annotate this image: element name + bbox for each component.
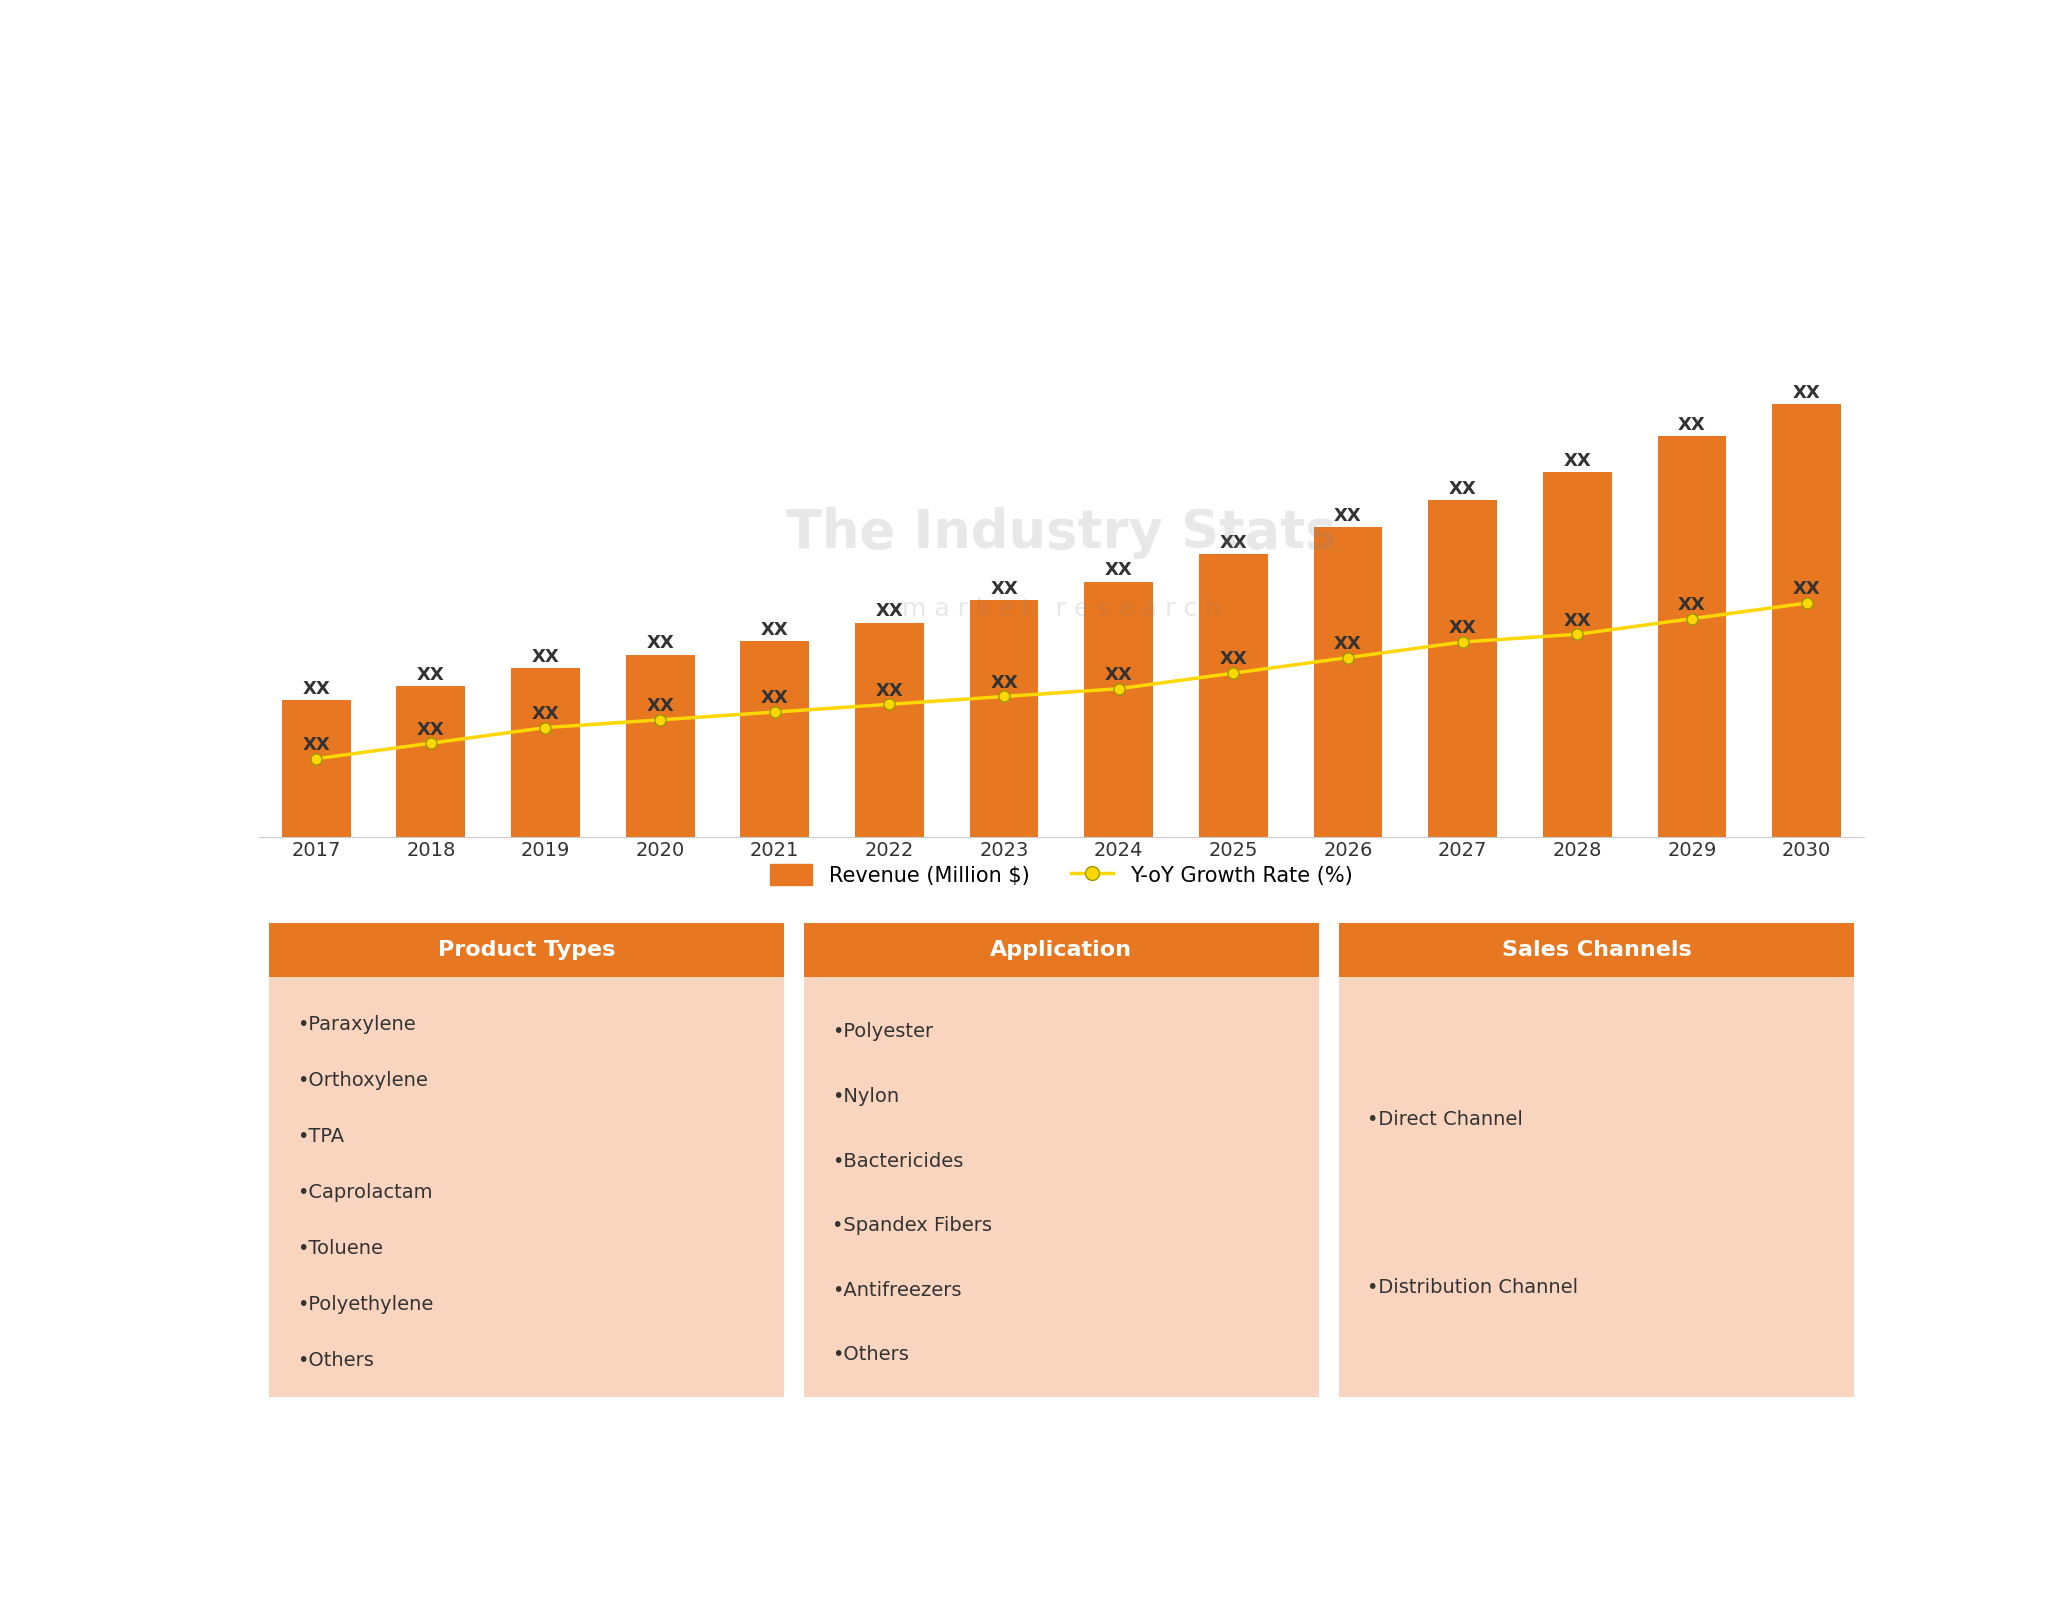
Text: Product Types: Product Types xyxy=(437,940,615,960)
Text: XX: XX xyxy=(1104,561,1133,579)
Text: •Others: •Others xyxy=(298,1350,375,1370)
Text: XX: XX xyxy=(1793,580,1820,598)
Text: XX: XX xyxy=(1678,597,1707,614)
Text: Fig. Global Fiber Intermediates Market Status and Outlook: Fig. Global Fiber Intermediates Market S… xyxy=(290,209,1301,238)
FancyBboxPatch shape xyxy=(1338,977,1854,1397)
Text: •Toluene: •Toluene xyxy=(298,1238,383,1258)
Text: XX: XX xyxy=(532,705,559,723)
Text: •Distribution Channel: •Distribution Channel xyxy=(1367,1279,1578,1297)
Text: •Antifreezers: •Antifreezers xyxy=(833,1281,961,1300)
Text: •Nylon: •Nylon xyxy=(833,1088,899,1106)
Text: XX: XX xyxy=(302,736,329,754)
Text: XX: XX xyxy=(646,697,673,715)
Bar xyxy=(282,700,350,836)
Text: •Orthoxylene: •Orthoxylene xyxy=(298,1071,429,1091)
Bar xyxy=(1543,472,1611,836)
Text: XX: XX xyxy=(760,621,789,639)
Text: XX: XX xyxy=(1678,417,1707,434)
Text: Sales Channels: Sales Channels xyxy=(1501,940,1692,960)
Text: Email: sales@theindustrystats.com: Email: sales@theindustrystats.com xyxy=(884,1415,1238,1433)
Text: m a r k e t   r e s e a r c h: m a r k e t r e s e a r c h xyxy=(901,597,1222,621)
Text: XX: XX xyxy=(1334,635,1363,653)
Text: •TPA: •TPA xyxy=(298,1127,344,1146)
FancyBboxPatch shape xyxy=(269,922,785,977)
Text: XX: XX xyxy=(416,720,445,739)
Bar xyxy=(969,600,1038,836)
Text: XX: XX xyxy=(876,603,903,621)
Bar xyxy=(625,655,694,836)
Text: XX: XX xyxy=(532,648,559,666)
Bar xyxy=(1429,499,1497,836)
Text: XX: XX xyxy=(990,580,1019,598)
Text: XX: XX xyxy=(1793,384,1820,402)
Bar xyxy=(1199,554,1267,836)
Text: XX: XX xyxy=(1564,452,1591,470)
FancyBboxPatch shape xyxy=(804,922,1319,977)
Text: •Polyester: •Polyester xyxy=(833,1023,934,1041)
Bar xyxy=(855,622,924,836)
Bar xyxy=(512,668,580,836)
Text: XX: XX xyxy=(760,689,789,707)
Text: XX: XX xyxy=(1104,666,1133,684)
Bar xyxy=(1773,404,1841,836)
Text: •Spandex Fibers: •Spandex Fibers xyxy=(833,1216,992,1235)
Text: XX: XX xyxy=(416,666,445,684)
Text: XX: XX xyxy=(990,674,1019,692)
Text: XX: XX xyxy=(876,681,903,700)
Bar xyxy=(1313,527,1383,836)
Text: XX: XX xyxy=(1450,480,1477,498)
Text: XX: XX xyxy=(1334,507,1363,525)
Text: XX: XX xyxy=(302,679,329,697)
Text: •Polyethylene: •Polyethylene xyxy=(298,1295,433,1315)
Bar xyxy=(739,640,810,836)
Text: Application: Application xyxy=(990,940,1133,960)
Text: The Industry Stats: The Industry Stats xyxy=(787,507,1336,559)
Legend: Revenue (Million $), Y-oY Growth Rate (%): Revenue (Million $), Y-oY Growth Rate (%… xyxy=(762,856,1361,893)
FancyBboxPatch shape xyxy=(804,977,1319,1397)
Text: XX: XX xyxy=(1564,611,1591,629)
Text: •Others: •Others xyxy=(833,1345,909,1365)
Bar xyxy=(396,686,466,836)
Text: Source: Theindustrystats Analysis: Source: Theindustrystats Analysis xyxy=(290,1415,636,1433)
Text: •Paraxylene: •Paraxylene xyxy=(298,1015,416,1034)
Text: Website: www.theindustrystats.com: Website: www.theindustrystats.com xyxy=(1464,1415,1831,1433)
Bar xyxy=(1657,436,1727,836)
Text: XX: XX xyxy=(646,634,673,652)
Text: •Caprolactam: •Caprolactam xyxy=(298,1183,433,1203)
Bar xyxy=(1085,582,1154,836)
FancyBboxPatch shape xyxy=(269,977,785,1397)
Text: •Bactericides: •Bactericides xyxy=(833,1151,963,1170)
Text: XX: XX xyxy=(1220,535,1247,553)
Text: XX: XX xyxy=(1220,650,1247,668)
Text: •Direct Channel: •Direct Channel xyxy=(1367,1110,1524,1130)
FancyBboxPatch shape xyxy=(1338,922,1854,977)
Text: XX: XX xyxy=(1450,619,1477,637)
